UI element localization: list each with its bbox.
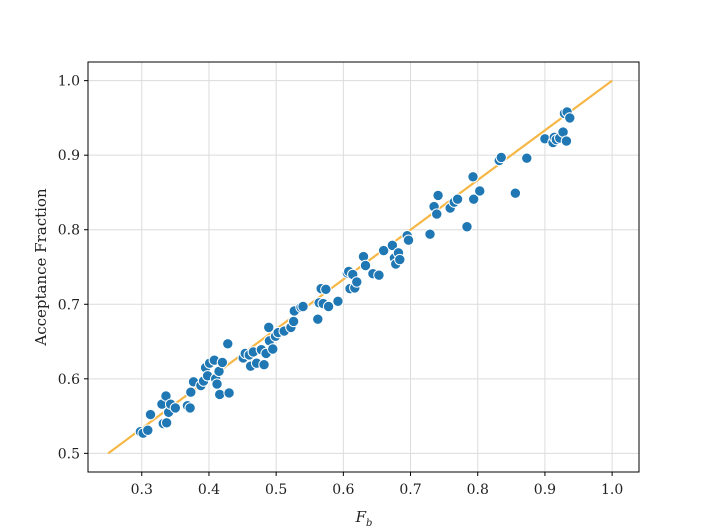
- data-point-86: [509, 187, 522, 199]
- y-tick-label-0: 0.5: [58, 446, 80, 462]
- data-point-95: [560, 135, 573, 147]
- data-point-25: [216, 356, 229, 369]
- data-point-85: [495, 151, 507, 164]
- data-point-3: [144, 408, 157, 421]
- data-point-79: [451, 193, 464, 205]
- data-point-80: [461, 221, 473, 233]
- data-point-76: [432, 189, 444, 202]
- data-point-75: [431, 208, 443, 220]
- data-point-2: [142, 424, 154, 436]
- x-tick-label-4: 0.7: [399, 482, 421, 498]
- data-point-39: [267, 343, 279, 355]
- data-point-12: [184, 402, 196, 414]
- data-point-73: [424, 228, 436, 240]
- data-point-37: [263, 321, 275, 334]
- data-point-81: [467, 171, 479, 183]
- data-point-53: [322, 300, 335, 313]
- x-tick-label-2: 0.5: [265, 482, 287, 498]
- y-tick-label-3: 0.8: [58, 223, 80, 239]
- data-point-70: [394, 253, 406, 266]
- data-point-87: [521, 152, 533, 164]
- data-point-60: [351, 276, 363, 288]
- x-tick-label-6: 0.9: [534, 482, 556, 498]
- x-tick-label-7: 1.0: [601, 482, 623, 498]
- x-tick-label-5: 0.8: [467, 482, 489, 498]
- x-tick-label-1: 0.4: [198, 482, 220, 498]
- data-point-62: [359, 259, 372, 272]
- data-point-13: [185, 386, 197, 398]
- y-tick-label-4: 0.9: [58, 148, 80, 164]
- data-point-66: [386, 239, 399, 252]
- y-axis-label: Acceptance Fraction: [32, 188, 50, 347]
- y-tick-label-5: 1.0: [58, 74, 80, 90]
- data-point-54: [332, 295, 344, 307]
- data-points: [134, 106, 576, 439]
- data-point-27: [223, 387, 235, 399]
- y-tick-label-1: 0.6: [58, 372, 80, 388]
- data-point-47: [297, 300, 309, 313]
- data-point-7: [160, 417, 173, 429]
- grid: [88, 62, 639, 472]
- data-point-82: [468, 193, 480, 205]
- x-axis-ticks: 0.3 0.4 0.5 0.6 0.7 0.8 0.9 1.0: [131, 472, 623, 498]
- data-point-48: [312, 313, 324, 325]
- data-point-10: [169, 402, 182, 414]
- data-point-44: [287, 315, 300, 328]
- data-point-97: [564, 112, 576, 124]
- x-tick-label-0: 0.3: [131, 482, 153, 498]
- plot-frame: [87, 61, 640, 473]
- data-point-26: [222, 338, 234, 350]
- data-point-72: [402, 234, 415, 246]
- data-point-83: [474, 185, 486, 197]
- x-tick-label-3: 0.6: [332, 482, 354, 498]
- y-tick-label-2: 0.7: [58, 297, 80, 313]
- y-axis-ticks: 0.5 0.6 0.7 0.8 0.9 1.0: [58, 74, 88, 462]
- data-point-65: [377, 244, 390, 257]
- data-point-35: [258, 358, 270, 371]
- data-point-24: [214, 388, 226, 401]
- data-point-64: [373, 269, 385, 281]
- data-point-52: [320, 283, 332, 296]
- x-axis-label: Fb: [355, 508, 373, 529]
- data-point-22: [211, 378, 223, 390]
